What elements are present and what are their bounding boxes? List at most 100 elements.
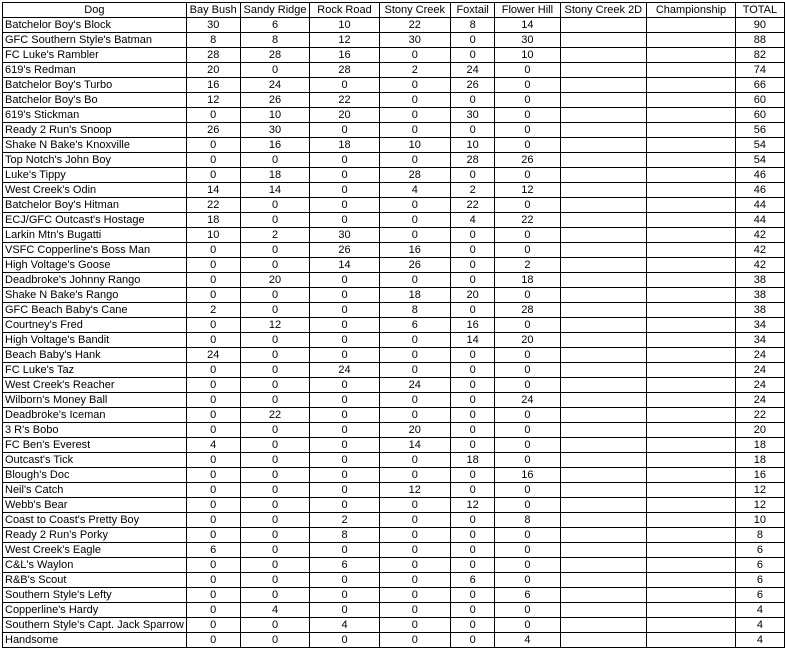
score-cell: 0 xyxy=(378,92,451,108)
score-cell xyxy=(559,557,648,573)
score-cell: 12 xyxy=(449,497,496,513)
score-cell: 8 xyxy=(309,527,380,543)
score-cell: 14 xyxy=(185,182,241,198)
score-cell: 0 xyxy=(309,452,380,468)
table-row: GFC Southern Style's Batman 8 8 12 30 0 30 88 xyxy=(2,32,785,48)
score-cell: 0 xyxy=(449,527,496,543)
score-cell: 38 xyxy=(734,272,785,288)
dog-name: Blough's Doc xyxy=(2,467,187,483)
score-cell: 12 xyxy=(309,32,380,48)
score-cell: 0 xyxy=(309,287,380,303)
score-cell: 0 xyxy=(185,137,241,153)
score-cell xyxy=(559,497,648,513)
score-cell: 0 xyxy=(239,437,311,453)
score-cell: 30 xyxy=(494,32,561,48)
score-cell xyxy=(559,347,648,363)
score-cell: 60 xyxy=(734,107,785,123)
score-cell: 10 xyxy=(494,47,561,63)
table-row: Copperline's Hardy 0 4 0 0 0 0 4 xyxy=(2,602,785,618)
score-cell: 0 xyxy=(239,257,311,273)
score-cell xyxy=(559,197,648,213)
score-cell: 42 xyxy=(734,242,785,258)
score-cell: 0 xyxy=(449,407,496,423)
dog-name: Southern Style's Lefty xyxy=(2,587,187,603)
score-cell xyxy=(646,407,736,423)
score-cell: 10 xyxy=(378,137,451,153)
column-header: Sandy Ridge xyxy=(239,2,311,18)
score-cell: 0 xyxy=(185,587,241,603)
dog-name: Outcast's Tick xyxy=(2,452,187,468)
score-cell: 34 xyxy=(734,317,785,333)
dog-name: Batchelor Boy's Bo xyxy=(2,92,187,108)
score-cell: 0 xyxy=(378,512,451,528)
score-cell: 0 xyxy=(185,257,241,273)
score-cell: 54 xyxy=(734,152,785,168)
score-cell: 0 xyxy=(494,167,561,183)
score-cell: 0 xyxy=(185,617,241,633)
dog-name: Shake N Bake's Rango xyxy=(2,287,187,303)
score-cell: 26 xyxy=(185,122,241,138)
score-cell: 24 xyxy=(734,362,785,378)
score-cell: 4 xyxy=(309,617,380,633)
score-cell: 0 xyxy=(378,602,451,618)
score-cell xyxy=(559,617,648,633)
score-cell xyxy=(646,437,736,453)
score-cell xyxy=(559,107,648,123)
score-cell: 0 xyxy=(239,362,311,378)
score-cell xyxy=(559,602,648,618)
score-cell xyxy=(646,137,736,153)
column-header: Rock Road xyxy=(309,2,380,18)
score-cell: 0 xyxy=(309,572,380,588)
table-row: Webb's Bear 0 0 0 0 12 0 12 xyxy=(2,497,785,513)
score-cell: 0 xyxy=(378,347,451,363)
score-cell: 2 xyxy=(185,302,241,318)
table-row: Shake N Bake's Rango 0 0 0 18 20 0 38 xyxy=(2,287,785,303)
score-cell: 0 xyxy=(449,347,496,363)
score-cell xyxy=(646,107,736,123)
dog-name: Ready 2 Run's Porky xyxy=(2,527,187,543)
score-cell: 0 xyxy=(378,467,451,483)
column-header: Dog xyxy=(2,2,187,18)
score-cell: 34 xyxy=(734,332,785,348)
score-cell xyxy=(559,302,648,318)
score-cell xyxy=(646,362,736,378)
score-cell: 0 xyxy=(309,542,380,558)
score-cell xyxy=(646,497,736,513)
dog-name: West Creek's Odin xyxy=(2,182,187,198)
score-cell: 0 xyxy=(494,452,561,468)
score-cell: 0 xyxy=(239,347,311,363)
score-cell: 0 xyxy=(239,62,311,78)
table-row: Blough's Doc 0 0 0 0 0 16 16 xyxy=(2,467,785,483)
score-cell xyxy=(646,32,736,48)
dog-name: FC Ben's Everest xyxy=(2,437,187,453)
score-cell: 12 xyxy=(494,182,561,198)
score-cell xyxy=(559,452,648,468)
score-cell: 10 xyxy=(239,107,311,123)
score-cell: 0 xyxy=(494,137,561,153)
score-cell: 0 xyxy=(449,512,496,528)
score-cell: 0 xyxy=(185,272,241,288)
table-row: FC Luke's Rambler 28 28 16 0 0 10 82 xyxy=(2,47,785,63)
score-cell: 8 xyxy=(185,32,241,48)
score-cell: 30 xyxy=(239,122,311,138)
table-row: Ready 2 Run's Snoop 26 30 0 0 0 0 56 xyxy=(2,122,785,138)
score-cell: 8 xyxy=(494,512,561,528)
score-cell: 0 xyxy=(449,47,496,63)
score-cell: 30 xyxy=(449,107,496,123)
table-row: Deadbroke's Johnny Rango 0 20 0 0 0 18 38 xyxy=(2,272,785,288)
score-cell: 24 xyxy=(734,347,785,363)
score-cell xyxy=(646,332,736,348)
table-row: Larkin Mtn's Bugatti 10 2 30 0 0 0 42 xyxy=(2,227,785,243)
score-cell: 0 xyxy=(185,572,241,588)
score-cell: 0 xyxy=(449,422,496,438)
score-cell: 0 xyxy=(309,377,380,393)
score-cell: 0 xyxy=(239,497,311,513)
score-cell: 20 xyxy=(494,332,561,348)
score-cell: 0 xyxy=(309,587,380,603)
dog-name: Luke's Tippy xyxy=(2,167,187,183)
score-cell: 6 xyxy=(734,542,785,558)
score-cell: 42 xyxy=(734,227,785,243)
score-cell: 8 xyxy=(734,527,785,543)
score-cell xyxy=(646,212,736,228)
score-cell xyxy=(646,572,736,588)
